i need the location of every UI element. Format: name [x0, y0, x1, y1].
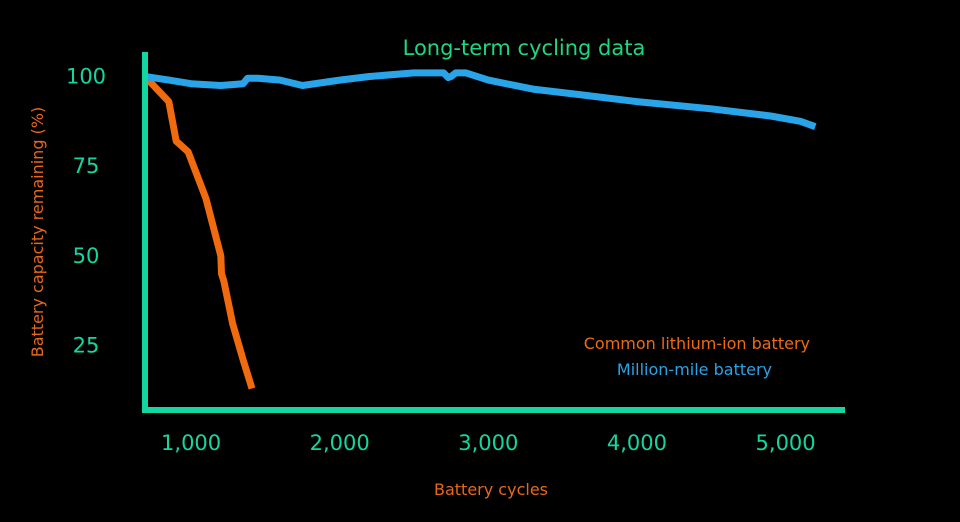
- series-lines: [142, 69, 817, 390]
- legend-entry: Million-mile battery: [617, 360, 772, 379]
- y-tick-labels: 100 75 50 25: [66, 65, 106, 358]
- y-tick-label: 100: [66, 65, 106, 89]
- x-tick-label: 1,000: [161, 431, 221, 455]
- series-line-million-mile: [144, 69, 817, 130]
- y-tick-label: 25: [73, 334, 100, 358]
- x-axis-label: Battery cycles: [434, 480, 548, 499]
- legend: Common lithium-ion battery Million-mile b…: [584, 334, 810, 379]
- series-line-common-lithium-ion: [142, 74, 256, 390]
- x-tick-labels: 1,000 2,000 3,000 4,000 5,000: [161, 431, 816, 455]
- y-axis-label: Battery capacity remaining (%): [28, 107, 47, 358]
- y-tick-label: 75: [73, 154, 100, 178]
- legend-entry: Common lithium-ion battery: [584, 334, 810, 353]
- x-tick-label: 2,000: [310, 431, 370, 455]
- x-tick-label: 3,000: [458, 431, 518, 455]
- chart-title: Long-term cycling data: [403, 36, 646, 60]
- x-tick-label: 4,000: [607, 431, 667, 455]
- x-tick-label: 5,000: [756, 431, 816, 455]
- y-tick-label: 50: [73, 244, 100, 268]
